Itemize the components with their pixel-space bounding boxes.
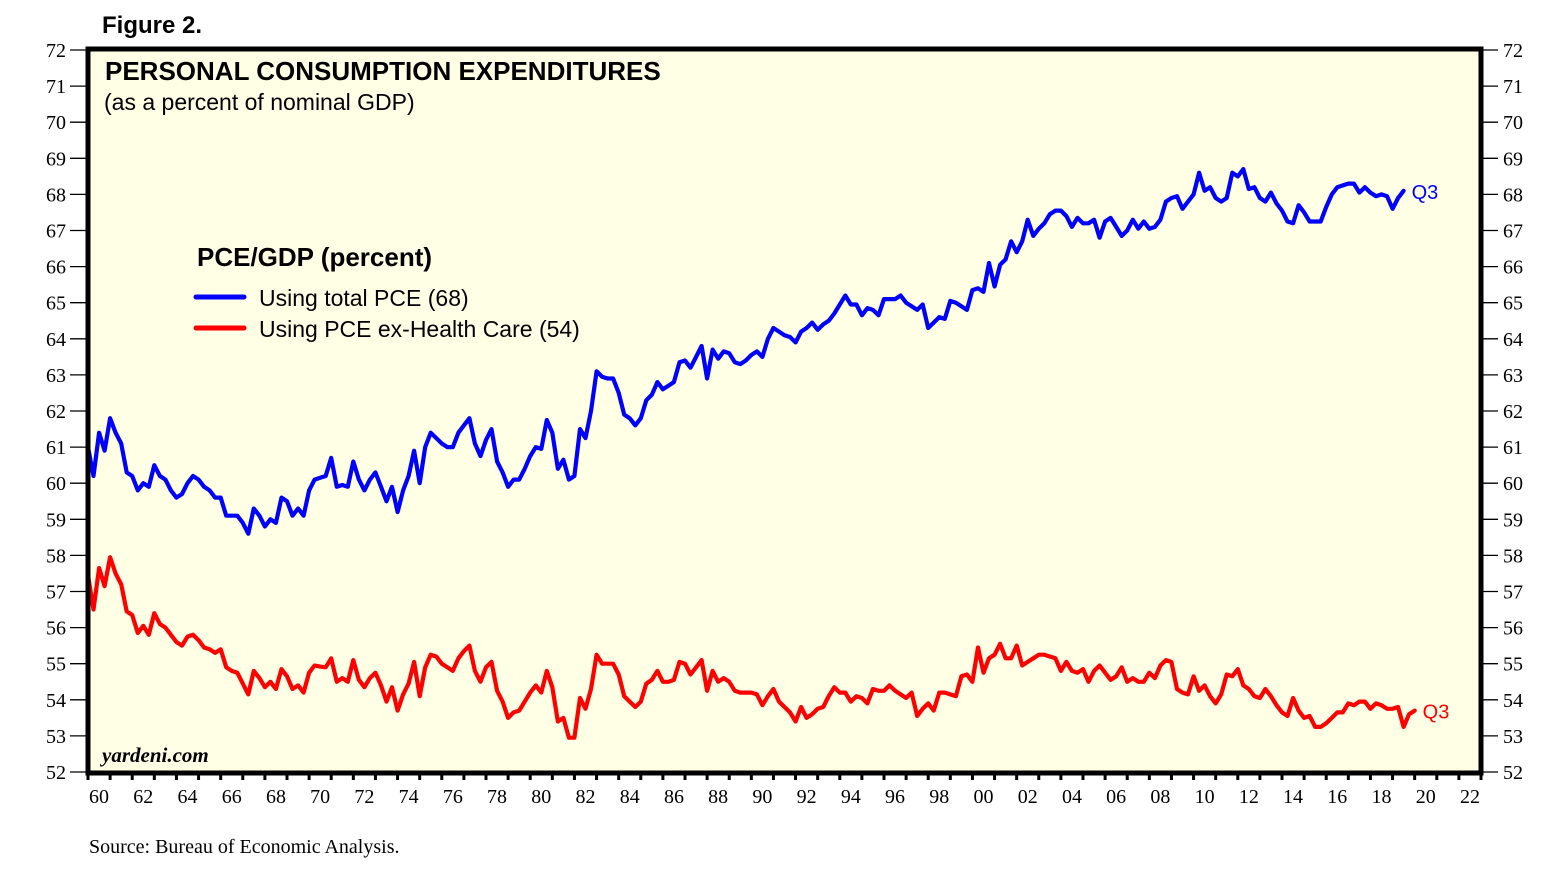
x-tick-label: 82 [576,786,596,808]
y-tick-label-right: 70 [1503,112,1523,134]
y-tick-label-right: 59 [1503,509,1523,531]
x-tick-label: 94 [841,786,861,808]
x-tick-label: 78 [487,786,507,808]
y-axis-left: 52 53 54 55 56 57 58 59 60 61 62 63 64 65 66 67 68 69 70 71… [46,40,88,784]
x-tick-label: 72 [354,786,374,808]
figure-label: Figure 2. [102,12,202,39]
y-axis-right: 52 53 54 55 56 57 58 59 60 61 62 63 64 65 66 67 68 69 70 71… [1481,40,1523,784]
y-tick-label-right: 57 [1503,582,1523,604]
y-tick-label-right: 52 [1503,762,1523,784]
x-tick-label: 66 [222,786,242,808]
x-tick-label: 20 [1416,786,1436,808]
x-tick-label: 76 [443,786,463,808]
y-tick-label-right: 71 [1503,76,1523,98]
chart-title: PERSONAL CONSUMPTION EXPENDITURES [105,56,661,86]
x-tick-label: 00 [974,786,994,808]
x-tick-label: 10 [1195,786,1215,808]
y-tick-label-left: 67 [46,221,66,243]
x-tick-label: 02 [1018,786,1038,808]
x-tick-label: 80 [531,786,551,808]
x-tick-label: 04 [1062,786,1082,808]
y-tick-label-left: 63 [46,365,66,387]
x-tick-label: 12 [1239,786,1259,808]
y-tick-label-left: 54 [46,690,66,712]
y-tick-label-right: 69 [1503,148,1523,170]
y-tick-label-right: 62 [1503,401,1523,423]
x-tick-label: 64 [178,786,198,808]
y-tick-label-left: 69 [46,148,66,170]
x-tick-label: 70 [310,786,330,808]
x-tick-label: 98 [929,786,949,808]
end-label-ex-health-care: Q3 [1423,702,1450,724]
y-tick-label-left: 53 [46,726,66,748]
y-tick-label-left: 56 [46,618,66,640]
legend: PCE/GDP (percent) Using total PCE (68) U… [193,242,580,342]
y-tick-label-right: 61 [1503,437,1523,459]
legend-label-total-pce: Using total PCE (68) [259,285,469,311]
y-tick-label-right: 56 [1503,618,1523,640]
x-tick-label: 90 [752,786,772,808]
y-tick-label-right: 72 [1503,40,1523,62]
x-tick-label: 18 [1372,786,1392,808]
legend-title: PCE/GDP (percent) [197,242,432,272]
series-line-ex-health-care [85,555,1417,740]
y-tick-label-left: 66 [46,257,66,279]
series-layer: Q3 Q3 [85,167,1450,740]
x-tick-label: 68 [266,786,286,808]
y-tick-label-right: 67 [1503,221,1523,243]
y-tick-label-right: 55 [1503,654,1523,676]
y-tick-label-left: 52 [46,762,66,784]
y-tick-label-left: 65 [46,293,66,315]
y-tick-label-right: 65 [1503,293,1523,315]
y-tick-label-left: 60 [46,473,66,495]
series-line-total-pce [85,167,1406,536]
y-tick-label-right: 68 [1503,184,1523,206]
y-tick-label-right: 60 [1503,473,1523,495]
plot-border [85,46,1484,776]
x-tick-label: 06 [1106,786,1126,808]
y-tick-label-left: 55 [46,654,66,676]
legend-label-ex-health: Using PCE ex-Health Care (54) [259,316,580,342]
y-tick-label-left: 70 [46,112,66,134]
y-tick-label-left: 61 [46,437,66,459]
x-tick-label: 22 [1460,786,1480,808]
y-tick-label-left: 72 [46,40,66,62]
y-tick-label-right: 54 [1503,690,1523,712]
x-tick-label: 92 [797,786,817,808]
y-tick-label-right: 53 [1503,726,1523,748]
x-tick-label: 14 [1283,786,1303,808]
chart-subtitle: (as a percent of nominal GDP) [104,89,415,115]
x-tick-label: 08 [1150,786,1170,808]
x-tick-label: 86 [664,786,684,808]
x-tick-label: 84 [620,786,640,808]
y-tick-label-left: 58 [46,545,66,567]
x-tick-label: 62 [133,786,153,808]
watermark: yardeni.com [99,743,209,767]
y-tick-label-left: 68 [46,184,66,206]
y-tick-label-right: 58 [1503,545,1523,567]
y-tick-label-right: 66 [1503,257,1523,279]
y-tick-label-right: 63 [1503,365,1523,387]
y-tick-label-left: 57 [46,582,66,604]
x-tick-label: 74 [399,786,419,808]
y-tick-label-left: 59 [46,509,66,531]
x-tick-label: 60 [89,786,109,808]
source-note: Source: Bureau of Economic Analysis. [89,836,400,858]
x-tick-label: 16 [1327,786,1347,808]
plot-area [88,49,1481,773]
y-tick-label-right: 64 [1503,329,1523,351]
x-axis: 60 62 64 66 68 70 72 74 76 78 80 82 84 86 88 90 92 94 96 98… [86,772,1483,808]
y-tick-label-left: 62 [46,401,66,423]
y-tick-label-left: 64 [46,329,66,351]
x-tick-label: 88 [708,786,728,808]
end-label-total-pce: Q3 [1412,182,1439,204]
x-tick-label: 96 [885,786,905,808]
y-tick-label-left: 71 [46,76,66,98]
